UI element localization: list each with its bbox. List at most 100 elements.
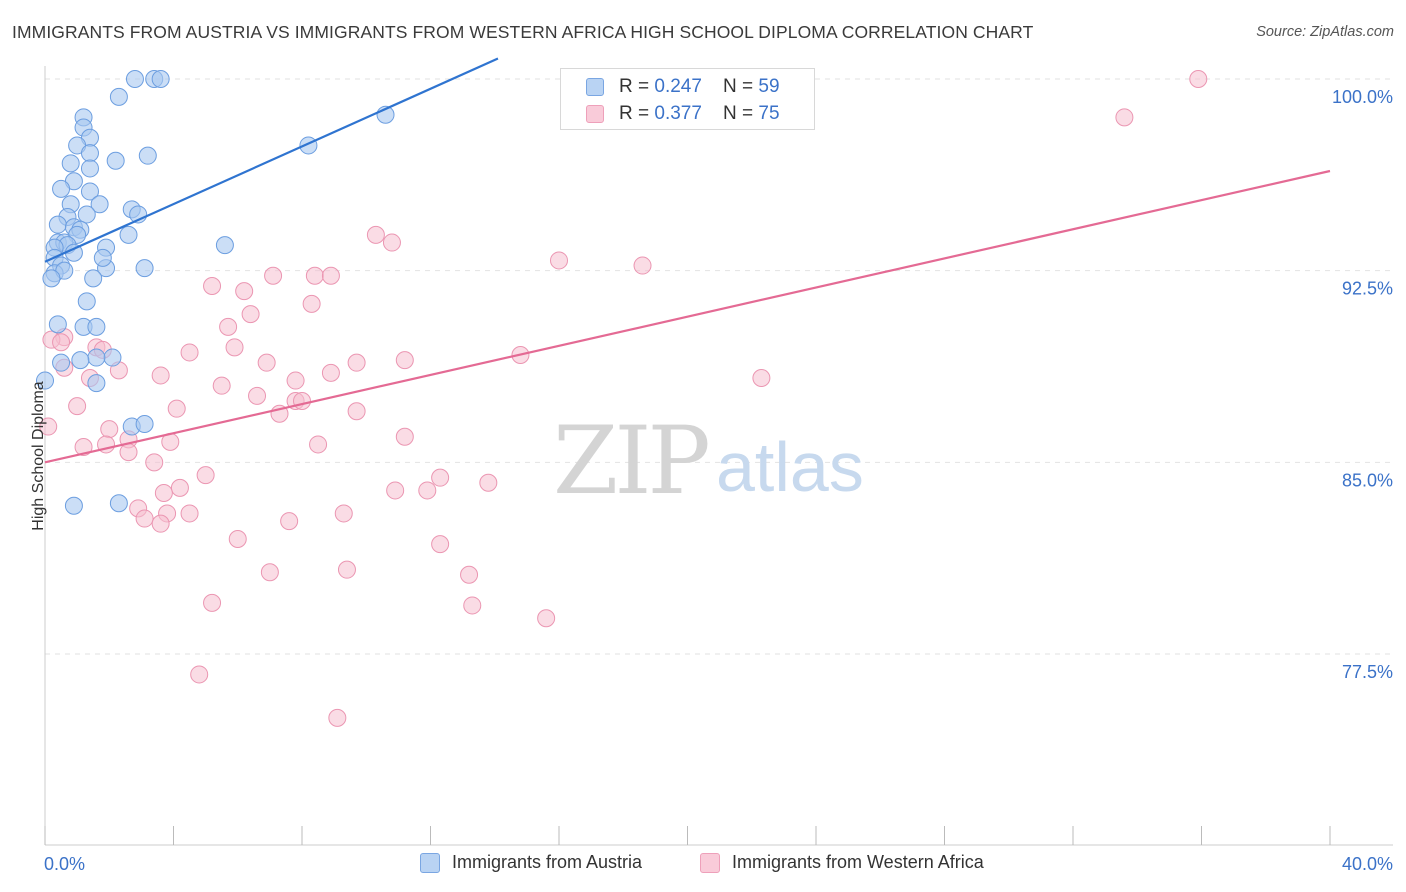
data-point-western-africa	[257, 353, 276, 372]
series-legend: Immigrants from Austria Immigrants from …	[0, 852, 1406, 878]
data-point-austria	[42, 269, 61, 288]
y-tick-label: 77.5%	[1342, 662, 1393, 682]
data-point-western-africa	[418, 481, 437, 500]
correlation-legend: R = 0.247 N = 59 R = 0.377 N = 75	[560, 68, 815, 130]
data-point-western-africa	[337, 560, 356, 579]
data-point-western-africa	[248, 386, 267, 405]
data-point-austria	[36, 371, 54, 390]
data-point-austria	[84, 269, 103, 288]
data-point-austria	[87, 348, 106, 367]
data-point-austria	[87, 374, 106, 393]
data-point-western-africa	[154, 484, 173, 502]
data-point-western-africa	[170, 478, 189, 497]
y-axis-label: High School Diploma	[30, 381, 47, 531]
series-western-africa-points	[39, 70, 1208, 727]
gridlines	[45, 78, 1393, 655]
data-point-western-africa	[39, 417, 58, 436]
data-point-western-africa	[347, 402, 366, 421]
data-point-western-africa	[180, 504, 199, 523]
legend-item-austria[interactable]: Immigrants from Austria	[420, 852, 642, 873]
data-point-austria	[61, 154, 80, 173]
data-point-western-africa	[280, 512, 299, 531]
data-point-austria	[80, 144, 99, 163]
data-point-western-africa	[463, 596, 482, 615]
data-point-western-africa	[395, 351, 414, 370]
data-point-western-africa	[167, 399, 186, 418]
legend-item-western-africa[interactable]: Immigrants from Western Africa	[700, 852, 984, 873]
data-point-western-africa	[293, 392, 311, 410]
watermark-zip: ZIP	[553, 407, 707, 516]
data-point-austria	[52, 353, 71, 372]
data-point-western-africa	[151, 514, 170, 533]
data-point-western-africa	[219, 317, 238, 336]
data-point-western-africa	[366, 225, 385, 244]
data-point-western-africa	[286, 371, 305, 390]
data-point-western-africa	[395, 427, 414, 446]
data-point-western-africa	[334, 504, 353, 523]
data-point-austria	[71, 351, 90, 370]
r-label: R =	[619, 76, 655, 97]
axes	[44, 66, 1393, 846]
data-point-western-africa	[190, 665, 209, 684]
data-point-western-africa	[241, 305, 260, 324]
watermark-atlas: atlas	[716, 428, 864, 506]
data-point-western-africa	[212, 376, 231, 395]
data-point-austria	[90, 195, 109, 214]
data-point-western-africa	[321, 266, 340, 285]
data-point-western-africa	[180, 343, 199, 362]
n-label: N =	[723, 76, 759, 97]
data-point-western-africa	[479, 473, 498, 492]
data-point-western-africa	[74, 438, 93, 456]
r-label: R =	[619, 103, 655, 124]
trend-lines	[44, 57, 1331, 464]
data-point-western-africa	[386, 481, 405, 500]
legend-label-austria: Immigrants from Austria	[452, 852, 643, 872]
data-point-austria	[87, 317, 106, 336]
data-point-western-africa	[264, 266, 283, 285]
data-point-western-africa	[203, 277, 222, 295]
y-tick-label: 100.0%	[1332, 87, 1393, 107]
legend-row-western-africa: R = 0.377 N = 75	[586, 102, 780, 126]
data-point-austria	[135, 415, 154, 433]
data-point-austria	[77, 205, 96, 224]
data-point-western-africa	[431, 535, 450, 554]
data-point-austria	[106, 151, 125, 170]
data-point-western-africa	[151, 366, 170, 385]
legend-swatch-austria	[420, 852, 440, 873]
data-point-austria	[151, 70, 170, 88]
data-point-western-africa	[225, 338, 244, 357]
data-point-western-africa	[633, 256, 652, 275]
data-point-western-africa	[68, 397, 87, 416]
n-value-austria: 59	[758, 76, 780, 97]
legend-swatch-western-africa	[586, 105, 604, 123]
data-point-western-africa	[235, 282, 254, 301]
n-value-western-africa: 75	[758, 103, 780, 124]
y-tick-label: 85.0%	[1342, 470, 1393, 490]
data-point-western-africa	[460, 565, 479, 584]
trend-line-western-africa	[44, 169, 1331, 464]
r-value-western-africa: 0.377	[654, 103, 702, 124]
data-point-austria	[48, 215, 67, 234]
data-point-western-africa	[52, 333, 71, 352]
data-point-austria	[64, 496, 83, 515]
data-point-western-africa	[135, 509, 154, 528]
chart-title: IMMIGRANTS FROM AUSTRIA VS IMMIGRANTS FR…	[12, 22, 1034, 42]
data-point-austria	[48, 315, 67, 334]
legend-stats-western-africa: R = 0.377 N = 75	[619, 103, 780, 125]
data-point-austria	[80, 182, 99, 201]
data-point-austria	[125, 70, 144, 88]
data-point-austria	[215, 236, 234, 255]
data-point-austria	[138, 146, 157, 165]
data-point-western-africa	[260, 563, 279, 582]
data-point-austria	[103, 348, 122, 367]
data-point-western-africa	[752, 369, 771, 387]
data-point-western-africa	[328, 708, 347, 727]
data-point-western-africa	[431, 468, 450, 487]
data-point-western-africa	[305, 266, 324, 285]
r-value-austria: 0.247	[654, 76, 702, 97]
data-point-western-africa	[309, 435, 328, 454]
watermark: ZIP atlas	[553, 407, 864, 516]
data-point-western-africa	[196, 466, 215, 485]
data-point-austria	[80, 159, 99, 178]
